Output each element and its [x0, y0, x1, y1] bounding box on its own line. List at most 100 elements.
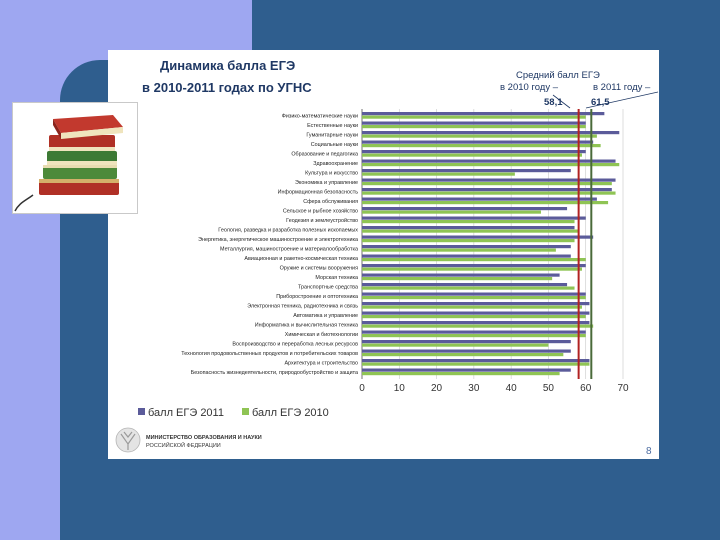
bar-2010 [362, 125, 586, 129]
bar-2010 [362, 305, 582, 309]
ministry-line2: РОССИЙСКОЙ ФЕДЕРАЦИИ [146, 441, 221, 449]
books-stack-icon [14, 115, 123, 212]
category-label: Информатика и вычислительная техника [255, 323, 358, 329]
annotation-title: Средний балл ЕГЭ [516, 70, 600, 81]
bar-2011 [362, 340, 571, 344]
bar-2011 [362, 150, 586, 154]
bar-2010 [362, 210, 541, 214]
bar-2010 [362, 315, 586, 319]
annotation-connector-2011 [585, 91, 659, 109]
bar-2010 [362, 372, 560, 376]
bar-2010 [362, 343, 549, 347]
bar-2010 [362, 324, 594, 328]
bar-2011 [362, 349, 571, 353]
emblem-icon [115, 427, 141, 453]
bar-2011 [362, 283, 568, 287]
category-label: Архитектура и строительство [284, 361, 358, 367]
x-tick-label: 10 [394, 383, 406, 394]
x-tick-label: 50 [543, 383, 555, 394]
bar-2010 [362, 182, 612, 186]
bar-2011 [362, 131, 620, 135]
bar-2011 [362, 226, 575, 230]
category-label: Культура и искусство [305, 171, 358, 177]
bar-2010 [362, 220, 575, 224]
legend-swatch-2010 [242, 408, 249, 415]
bar-2010 [362, 172, 515, 176]
legend-swatch-2011 [138, 408, 145, 415]
bar-2010 [362, 163, 620, 167]
category-label: Воспроизводство и переработка лесных рес… [232, 342, 358, 348]
ministry-logo [115, 427, 141, 453]
x-tick-label: 0 [359, 383, 365, 394]
bar-2011 [362, 207, 568, 211]
bar-2011 [362, 140, 594, 144]
category-label: Металлургия, машиностроение и материалоо… [220, 247, 358, 253]
bar-2010 [362, 296, 586, 300]
category-label: Геодезия и землеустройство [286, 217, 358, 224]
avg-2011-label: 61,5 [591, 97, 610, 108]
chart-title-line1: Динамика балла ЕГЭ [160, 58, 295, 73]
bar-2011 [362, 330, 586, 334]
bar-2010 [362, 258, 586, 262]
annotation-connector-2010 [552, 94, 571, 109]
category-label: Автоматика и управление [293, 313, 358, 319]
plot-area: 0 10 20 30 40 50 60 70 Физико-математические нау… [181, 109, 629, 394]
legend-label-2010: балл ЕГЭ 2010 [252, 407, 329, 419]
bar-2011 [362, 178, 616, 182]
category-label: Оружие и системы вооружения [280, 266, 358, 272]
bar-2010 [362, 353, 564, 357]
legend-label-2011: балл ЕГЭ 2011 [148, 407, 224, 419]
category-label: Авиационная и ракетно-космическая техник… [244, 256, 358, 262]
x-tick-label: 20 [431, 383, 443, 394]
category-label: Экономика и управление [295, 180, 358, 186]
x-tick-label: 30 [468, 383, 480, 394]
avg-2010-label: 58,1 [544, 97, 563, 108]
bar-2010 [362, 134, 597, 138]
bar-2010 [362, 248, 556, 252]
bar-2011 [362, 188, 612, 192]
bar-2011 [362, 359, 590, 363]
chart: Динамика балла ЕГЭ в 2010-2011 годах по … [115, 58, 659, 457]
x-tick-label: 40 [506, 383, 518, 394]
bar-2010 [362, 153, 582, 157]
bar-2011 [362, 254, 571, 258]
legend: балл ЕГЭ 2011 балл ЕГЭ 2010 [138, 407, 329, 419]
annotation-2010: в 2010 году – [500, 82, 559, 93]
bar-2011 [362, 273, 560, 277]
category-label: Энергетика, энергетическое машиностроени… [198, 237, 358, 243]
category-label: Физико-математические науки [282, 114, 358, 120]
books-illustration-card [12, 102, 138, 214]
annotation-2011: в 2011 году – [593, 82, 651, 93]
bar-2011 [362, 302, 590, 306]
bar-2010 [362, 239, 575, 243]
bar-2011 [362, 112, 605, 116]
bar-2010 [362, 115, 586, 119]
category-label: Образование и педагогика [291, 152, 358, 158]
category-label: Электронная техника, радиотехника и связ… [247, 304, 358, 310]
emblem-eagle-icon [120, 431, 136, 450]
bar-2011 [362, 264, 586, 268]
bar-2011 [362, 197, 597, 201]
x-tick-label: 60 [580, 383, 592, 394]
category-label: Геология, разведка и разработка полезных… [218, 228, 358, 234]
category-label: Морская техника [315, 275, 358, 281]
category-label: Сфера обслуживания [303, 199, 358, 205]
bar-2010 [362, 277, 553, 281]
ministry-line1: МИНИСТЕРСТВО ОБРАЗОВАНИЯ И НАУКИ [146, 435, 262, 441]
bar-2011 [362, 368, 571, 372]
category-label: Гуманитарные науки [306, 133, 358, 139]
bar-2011 [362, 321, 590, 325]
bar-2010 [362, 334, 586, 338]
slide: Динамика балла ЕГЭ в 2010-2011 годах по … [108, 50, 659, 459]
category-label: Информационная безопасность [278, 190, 359, 196]
category-label: Технология продовольственных продуктов и… [181, 351, 358, 357]
bar-2011 [362, 216, 586, 220]
category-label: Сельское и рыбное хозяйство [283, 208, 358, 215]
bar-2010 [362, 201, 609, 205]
bar-2011 [362, 121, 586, 125]
x-tick-label: 70 [617, 383, 629, 394]
bar-2010 [362, 191, 616, 195]
category-label: Безопасность жизнедеятельности, природоо… [191, 369, 358, 376]
bar-2010 [362, 229, 579, 233]
category-label: Химическая и биотехнологии [285, 332, 358, 338]
